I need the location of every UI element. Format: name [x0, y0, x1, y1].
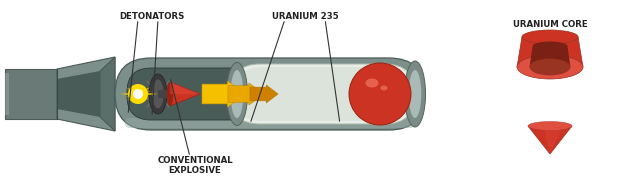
Polygon shape [57, 71, 100, 117]
Ellipse shape [404, 61, 426, 127]
Ellipse shape [366, 79, 379, 88]
Ellipse shape [167, 82, 173, 106]
Ellipse shape [533, 42, 567, 50]
Ellipse shape [530, 59, 570, 75]
Polygon shape [100, 57, 115, 131]
Polygon shape [136, 93, 148, 100]
FancyBboxPatch shape [158, 90, 172, 98]
Polygon shape [133, 87, 140, 95]
FancyBboxPatch shape [235, 67, 410, 121]
Polygon shape [137, 93, 148, 96]
FancyBboxPatch shape [5, 73, 9, 115]
Polygon shape [57, 57, 115, 131]
Polygon shape [517, 37, 583, 67]
FancyBboxPatch shape [5, 69, 57, 119]
Polygon shape [543, 126, 563, 154]
Circle shape [349, 63, 411, 125]
Ellipse shape [522, 30, 578, 44]
Text: URANIUM CORE: URANIUM CORE [513, 19, 587, 28]
Ellipse shape [409, 70, 421, 118]
Polygon shape [136, 84, 140, 94]
Text: CONVENTIONAL
EXPLOSIVE: CONVENTIONAL EXPLOSIVE [157, 156, 233, 175]
Polygon shape [170, 82, 200, 106]
Circle shape [128, 84, 148, 104]
Ellipse shape [152, 79, 164, 109]
Polygon shape [120, 92, 138, 96]
FancyBboxPatch shape [127, 68, 413, 120]
Polygon shape [126, 93, 139, 97]
Polygon shape [530, 46, 570, 67]
Ellipse shape [517, 55, 583, 79]
FancyBboxPatch shape [230, 64, 415, 124]
Polygon shape [137, 91, 151, 96]
Polygon shape [202, 81, 246, 107]
Polygon shape [128, 92, 139, 96]
Polygon shape [134, 93, 140, 99]
Ellipse shape [528, 122, 572, 131]
FancyBboxPatch shape [115, 58, 425, 130]
Polygon shape [136, 87, 150, 95]
Polygon shape [138, 92, 158, 96]
Ellipse shape [227, 62, 247, 125]
Polygon shape [136, 93, 143, 100]
Circle shape [133, 89, 143, 99]
Polygon shape [128, 93, 140, 100]
Text: URANIUM 235: URANIUM 235 [272, 12, 338, 21]
Polygon shape [136, 94, 140, 104]
FancyBboxPatch shape [125, 118, 415, 128]
Polygon shape [170, 82, 200, 94]
Polygon shape [250, 85, 278, 103]
Polygon shape [126, 88, 140, 95]
Ellipse shape [231, 70, 244, 118]
Ellipse shape [381, 85, 387, 91]
Polygon shape [136, 88, 143, 95]
Ellipse shape [149, 74, 167, 114]
Polygon shape [228, 83, 264, 105]
Text: DETONATORS: DETONATORS [120, 12, 185, 21]
Polygon shape [528, 126, 572, 154]
